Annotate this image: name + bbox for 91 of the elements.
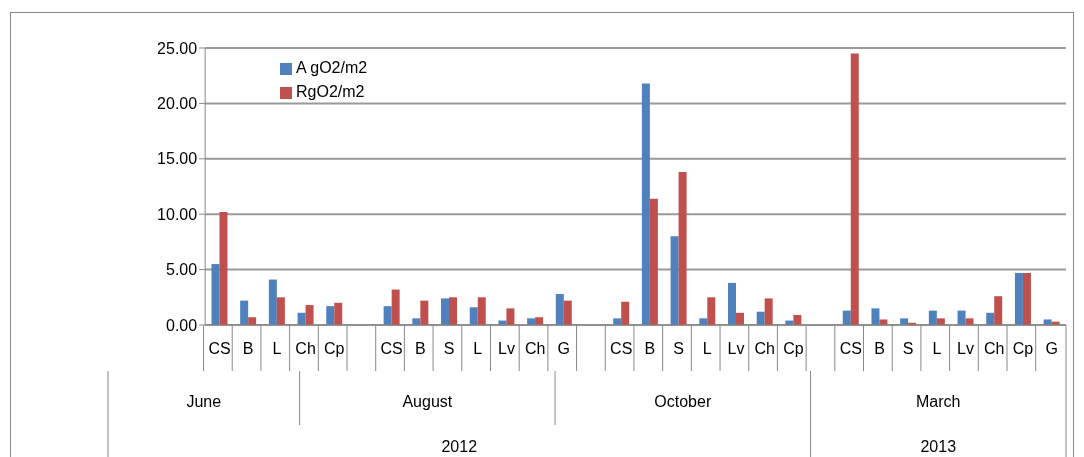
bar	[248, 317, 257, 325]
x-tick-label: Ch	[295, 340, 316, 357]
y-tick-label: 0.00	[166, 316, 198, 334]
bar	[240, 300, 249, 325]
bar	[420, 300, 429, 325]
x-tick-label: Cp	[1012, 340, 1034, 357]
y-tick-label: 15.00	[157, 150, 198, 168]
text: June	[186, 393, 222, 410]
x-tick-label: Ch	[754, 340, 775, 357]
bar	[412, 318, 421, 325]
bar	[1022, 272, 1031, 325]
bar	[727, 282, 736, 325]
bar	[527, 318, 536, 325]
bar	[1014, 272, 1023, 325]
x-tick-label: B	[644, 340, 656, 357]
bar	[297, 312, 306, 325]
bar	[563, 300, 572, 325]
x-tick-label: G	[1045, 340, 1058, 357]
bar	[326, 306, 335, 325]
x-tick-label: B	[242, 340, 254, 357]
bar	[334, 302, 343, 325]
bar	[477, 297, 486, 325]
bar	[678, 172, 687, 325]
bar	[649, 198, 658, 325]
text: 2012	[441, 438, 478, 455]
bar	[928, 310, 937, 325]
x-tick-label: CS	[208, 340, 231, 357]
bar	[305, 305, 314, 325]
bar	[986, 312, 995, 325]
x-tick-label: G	[557, 340, 571, 357]
x-tick-label: Cp	[324, 340, 345, 357]
x-tick-label: Ch	[524, 340, 546, 357]
bar	[936, 318, 945, 325]
bar	[842, 310, 851, 325]
bar	[670, 236, 679, 325]
bar	[965, 318, 974, 325]
bar	[850, 53, 859, 325]
x-tick-label: S	[443, 340, 455, 357]
text: October	[654, 393, 712, 410]
bar	[699, 318, 708, 325]
bar	[469, 307, 478, 325]
bar	[268, 279, 277, 325]
y-tick-label: 20.00	[157, 95, 198, 113]
x-tick-label: L	[473, 340, 483, 357]
bar	[506, 308, 515, 325]
x-tick-label: Ch	[984, 340, 1005, 357]
x-tick-label: L	[932, 340, 942, 357]
x-tick-label: CS	[839, 340, 862, 357]
bar	[219, 211, 228, 325]
y-tick-label: 10.00	[157, 205, 198, 223]
bar	[621, 301, 630, 325]
x-tick-label: S	[902, 340, 914, 357]
bar	[957, 310, 966, 325]
bar	[555, 293, 564, 325]
x-tick-label: CS	[380, 340, 403, 357]
x-tick-label: Lv	[727, 340, 745, 357]
bar	[613, 318, 622, 325]
bar	[793, 315, 802, 325]
x-tick-label: B	[874, 340, 885, 357]
x-tick-label: S	[673, 340, 684, 357]
bar	[535, 317, 544, 325]
x-tick-label: L	[702, 340, 712, 357]
bar	[276, 297, 285, 325]
x-tick-label: CS	[610, 340, 633, 357]
x-tick-label: B	[415, 340, 426, 357]
text: August	[402, 393, 453, 410]
bar	[441, 298, 450, 325]
bar	[735, 312, 744, 325]
bar	[707, 297, 716, 325]
bar	[871, 308, 880, 325]
legend-label: RgO2/m2	[296, 83, 365, 100]
text: 2013	[920, 438, 957, 455]
x-tick-label: Lv	[498, 340, 515, 357]
legend-label: A gO2/m2	[296, 59, 368, 76]
bar	[879, 319, 888, 325]
y-tick-label: 25.00	[157, 39, 198, 57]
text: March	[916, 393, 961, 410]
bar	[994, 296, 1003, 325]
bar	[1043, 319, 1052, 325]
bar	[764, 298, 773, 325]
x-tick-label: Cp	[783, 340, 804, 357]
bar	[383, 306, 392, 325]
bar	[641, 83, 650, 325]
bar	[900, 318, 909, 325]
bar	[449, 297, 458, 325]
bar	[756, 311, 765, 325]
x-tick-label: L	[272, 340, 282, 357]
bar	[211, 264, 220, 325]
bar	[391, 289, 400, 325]
x-tick-label: Lv	[957, 340, 975, 357]
y-tick-label: 5.00	[166, 261, 198, 279]
